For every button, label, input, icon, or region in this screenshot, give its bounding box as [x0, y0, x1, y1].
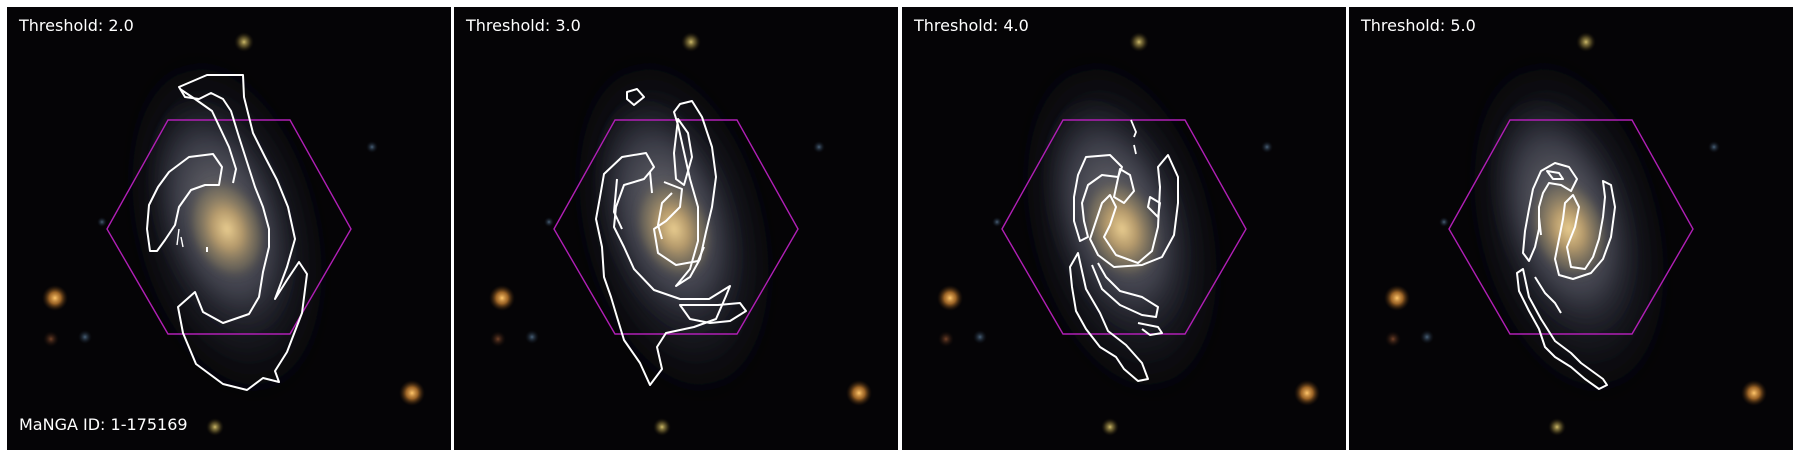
ifu-hexagon — [1448, 119, 1694, 335]
ifu-hexagon — [106, 119, 352, 335]
panel-threshold-4: Threshold: 4.0 — [902, 7, 1346, 450]
threshold-label: Threshold: 3.0 — [466, 16, 581, 35]
ifu-hexagon — [553, 119, 799, 335]
panel-threshold-3: Threshold: 3.0 — [454, 7, 898, 450]
contour-lines — [146, 74, 308, 391]
panel-threshold-2: Threshold: 2.0 MaNGA ID: 1-175169 — [7, 7, 451, 450]
galaxy-background — [42, 31, 425, 436]
galaxy-image — [489, 31, 872, 436]
galaxy-background — [489, 31, 872, 436]
panel-threshold-5: Threshold: 5.0 — [1349, 7, 1793, 450]
threshold-label: Threshold: 2.0 — [19, 16, 134, 35]
contour-lines — [595, 88, 747, 386]
galaxy-image — [1384, 31, 1767, 436]
galaxy-image — [937, 31, 1320, 436]
contour-lines — [1516, 162, 1616, 390]
contour-lines — [1069, 119, 1179, 382]
galaxy-image — [42, 31, 425, 436]
threshold-label: Threshold: 5.0 — [1361, 16, 1476, 35]
ifu-hexagon — [1001, 119, 1247, 335]
manga-id-label: MaNGA ID: 1-175169 — [19, 415, 188, 434]
threshold-label: Threshold: 4.0 — [914, 16, 1029, 35]
galaxy-background — [937, 31, 1320, 436]
